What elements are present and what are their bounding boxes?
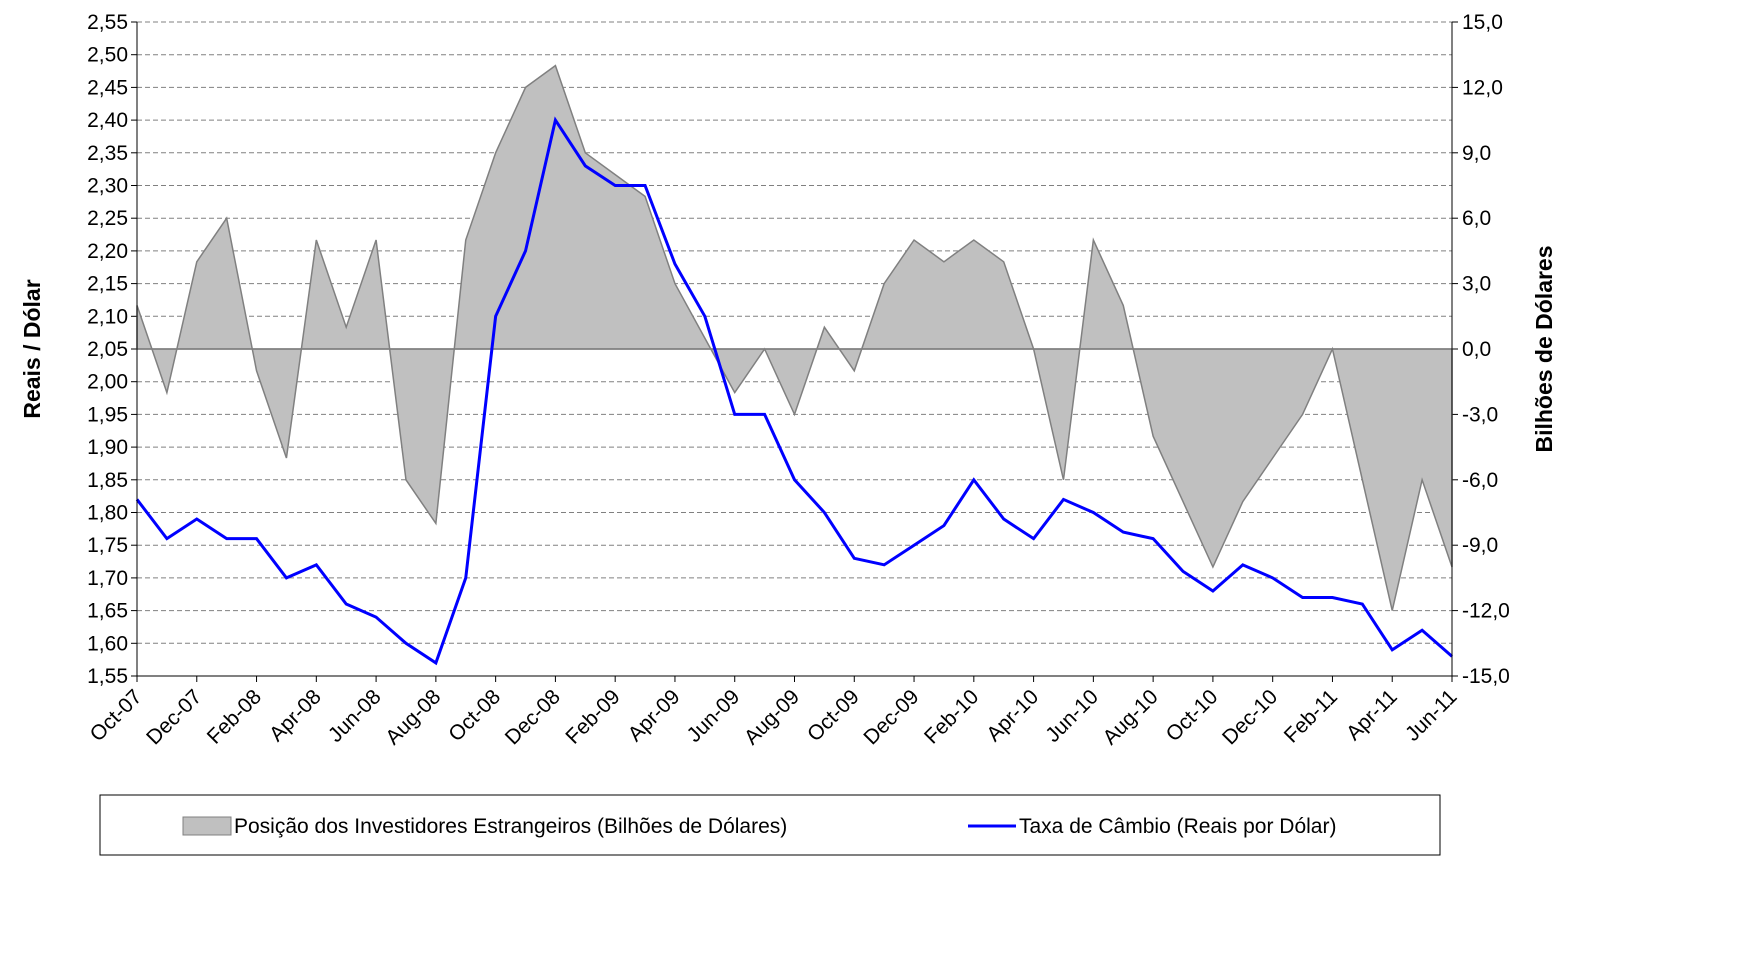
y-tick-label: 2,15	[87, 273, 128, 296]
x-tick-label: Jun-11	[1401, 685, 1462, 746]
y-tick-label: 1,80	[87, 502, 128, 525]
y-tick-label: 2,10	[87, 305, 128, 328]
x-tick-label: Aug-10	[1099, 685, 1163, 749]
y-tick-label: 1,90	[87, 436, 128, 459]
x-tick-label: Apr-08	[265, 685, 326, 746]
x-tick-label: Feb-08	[203, 685, 266, 748]
y-tick-label: 1,95	[87, 403, 128, 426]
x-tick-label: Dec-08	[501, 685, 565, 749]
x-tick-label: Aug-08	[381, 685, 445, 749]
x-tick-label: Apr-11	[1342, 685, 1402, 745]
y-tick-label: 2,30	[87, 175, 128, 198]
x-tick-label: Oct-08	[444, 685, 505, 746]
y2-tick-label: 12,0	[1462, 76, 1503, 99]
y2-tick-label: -12,0	[1462, 600, 1510, 623]
y-tick-label: 2,00	[87, 371, 128, 394]
y-tick-label: 2,25	[87, 207, 128, 230]
x-tick-label: Jun-10	[1041, 685, 1103, 747]
y-tick-label: 1,70	[87, 567, 128, 590]
legend-swatch	[182, 816, 232, 836]
line	[135, 116, 1453, 666]
y2-tick-label: 15,0	[1462, 11, 1503, 34]
y-tick-label: 2,05	[87, 338, 128, 361]
legend-label: Posição dos Investidores Estrangeiros (B…	[234, 815, 787, 838]
x-tick-label: Feb-10	[920, 685, 983, 748]
y-tick-label: 1,60	[87, 632, 128, 655]
y-tick-label: 1,55	[87, 665, 128, 688]
x-tick-label: Oct-10	[1162, 685, 1223, 746]
y2-tick-label: -9,0	[1462, 534, 1498, 557]
y-tick-label: 2,50	[87, 44, 128, 67]
x-tick-label: Aug-09	[740, 685, 804, 749]
x-tick-label: Apr-09	[624, 685, 685, 746]
x-tick-label: Feb-09	[561, 685, 624, 748]
y-tick-label: 2,35	[87, 142, 128, 165]
x-tick-label: Oct-07	[86, 685, 147, 746]
y-axis-title: Reais / Dólar	[19, 279, 45, 418]
x-tick-label: Dec-09	[859, 685, 923, 749]
legend-label: Taxa de Câmbio (Reais por Dólar)	[1019, 815, 1336, 838]
legend-box	[99, 794, 1441, 856]
y2-axis-title: Bilhões de Dólares	[1531, 245, 1557, 452]
y2-tick-label: 3,0	[1462, 273, 1491, 296]
area	[136, 64, 1453, 611]
y-tick-label: 1,75	[87, 534, 128, 557]
x-tick-label: Dec-07	[142, 685, 206, 749]
x-tick-label: Jun-08	[324, 685, 386, 747]
y2-tick-label: -6,0	[1462, 469, 1498, 492]
y2-tick-label: 6,0	[1462, 207, 1491, 230]
y-tick-label: 2,40	[87, 109, 128, 132]
y2-tick-label: 9,0	[1462, 142, 1491, 165]
y2-tick-label: -15,0	[1462, 665, 1510, 688]
y-tick-label: 1,65	[87, 600, 128, 623]
x-tick-label: Dec-10	[1218, 685, 1282, 749]
x-tick-label: Feb-11	[1280, 685, 1342, 747]
y-tick-label: 1,85	[87, 469, 128, 492]
x-tick-label: Oct-09	[803, 685, 864, 746]
y2-tick-label: -3,0	[1462, 403, 1498, 426]
x-tick-label: Jun-09	[683, 685, 745, 747]
y-tick-label: 2,55	[87, 11, 128, 34]
y-tick-label: 2,20	[87, 240, 128, 263]
y2-tick-label: 0,0	[1462, 338, 1491, 361]
x-tick-label: Apr-10	[982, 685, 1043, 746]
y-tick-label: 2,45	[87, 76, 128, 99]
